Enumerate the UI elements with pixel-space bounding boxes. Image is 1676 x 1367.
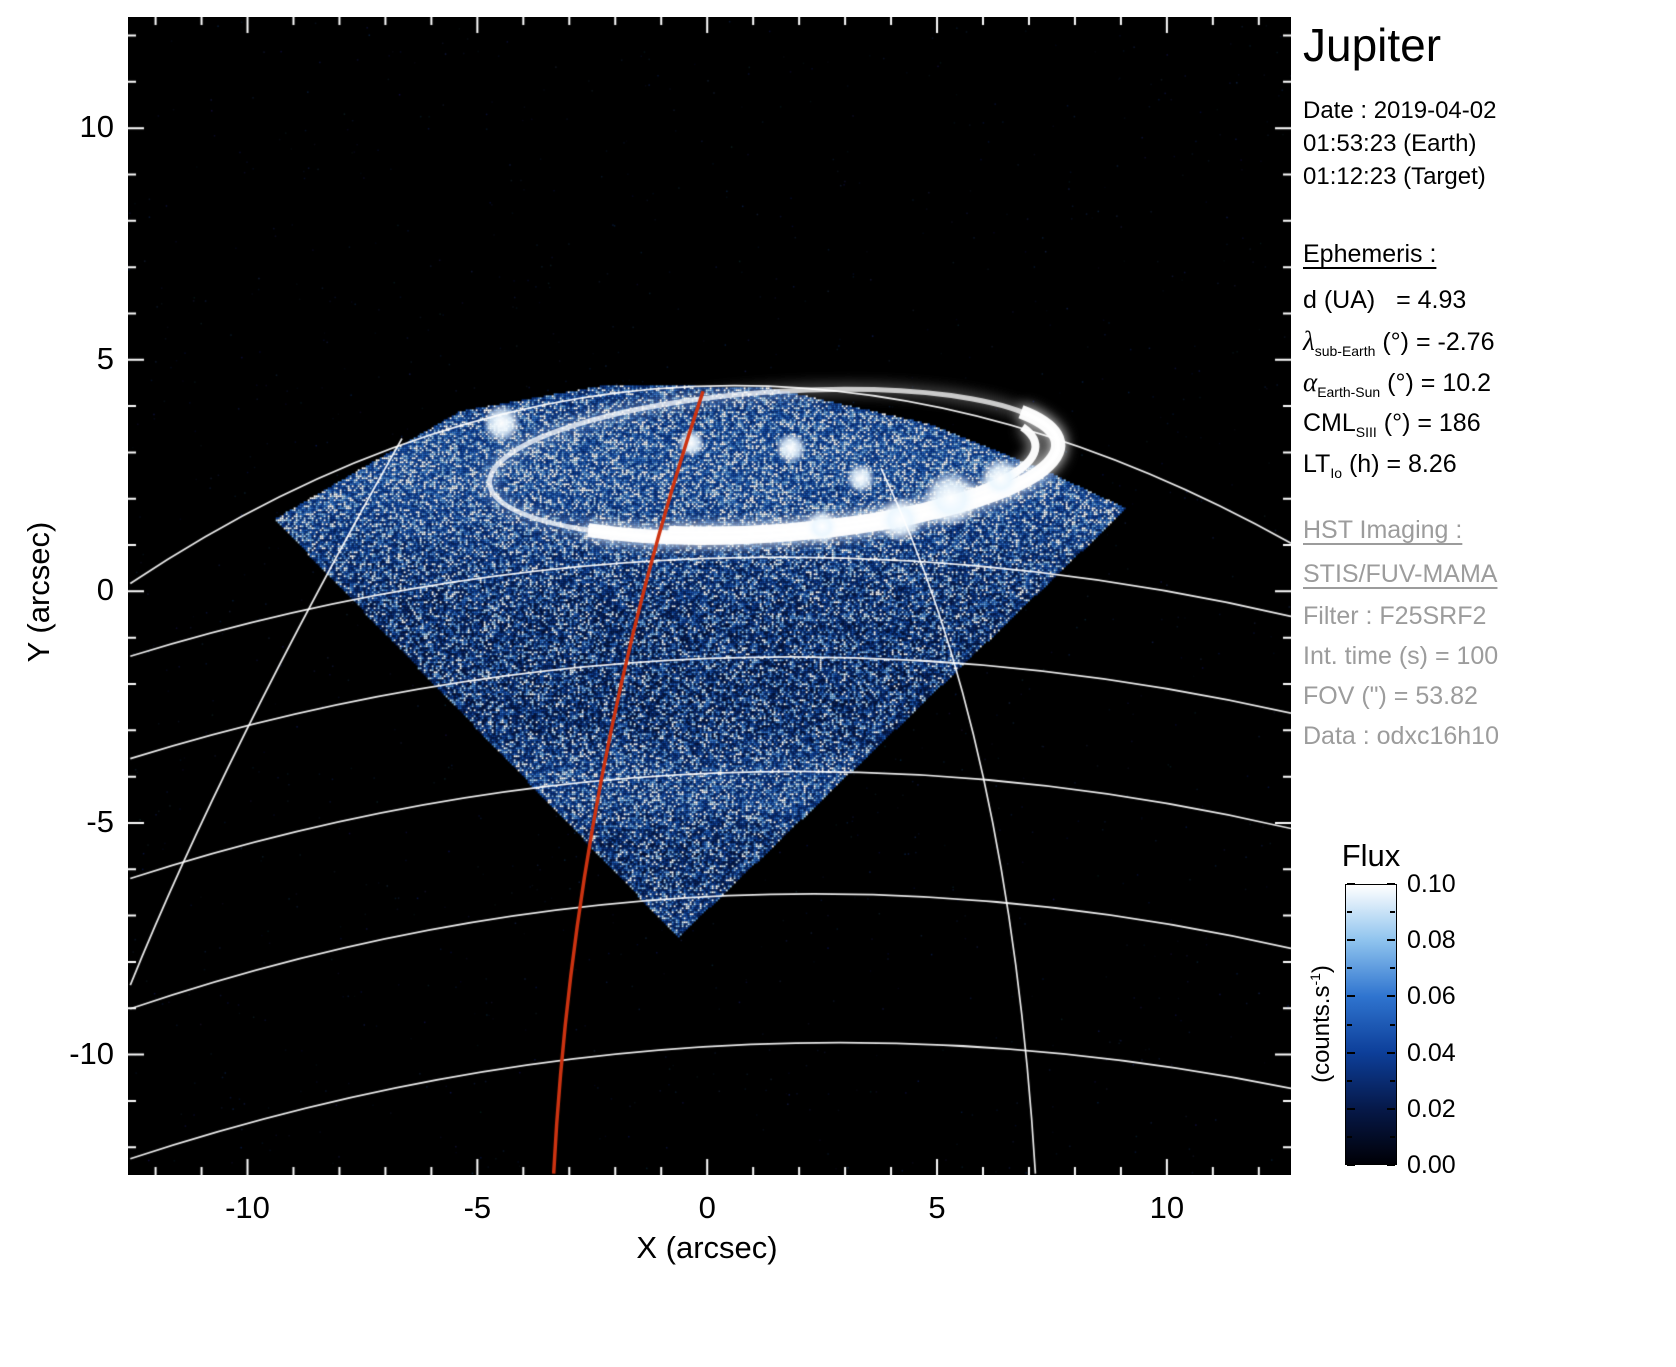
time-earth: 01:53:23 (Earth) <box>1303 127 1675 160</box>
x-tick-label: 10 <box>1127 1190 1207 1226</box>
x-tick-label: 0 <box>667 1190 747 1226</box>
ephemeris-subscript: sub-Earth <box>1315 343 1376 359</box>
plot-area <box>128 17 1291 1175</box>
x-tick-label: 5 <box>897 1190 977 1226</box>
colorbar-title: Flux <box>1311 838 1431 874</box>
colorbar-tick-label: 0.06 <box>1407 982 1456 1011</box>
figure: X (arcsec) Y (arcsec) Jupiter Date : 201… <box>0 0 1676 1367</box>
ephemeris-value: = 4.93 <box>1375 286 1466 314</box>
colorbar-minor-tick-mark <box>1347 1136 1352 1138</box>
colorbar-minor-tick-mark <box>1390 911 1395 913</box>
ephemeris-heading: Ephemeris : <box>1303 240 1675 269</box>
hst-data-id: Data : odxc16h10 <box>1303 716 1675 756</box>
y-tick-label: -5 <box>30 804 114 840</box>
ephemeris-value: (°) = -2.76 <box>1375 328 1494 356</box>
y-tick-label: -10 <box>30 1036 114 1072</box>
ephemeris-row-subearth-lat: λsub-Earth (°) = -2.76 <box>1303 321 1675 362</box>
colorbar-tick-label: 0.08 <box>1407 926 1456 955</box>
plot-canvas <box>128 17 1291 1175</box>
hst-instrument-mode: STIS/FUV-MAMA <box>1303 552 1675 596</box>
colorbar-tick-mark <box>1347 1164 1355 1166</box>
x-tick-label: -5 <box>437 1190 517 1226</box>
colorbar-tick-mark <box>1347 939 1355 941</box>
ephemeris-row-distance: d (UA) = 4.93 <box>1303 280 1675 321</box>
hst-imaging-heading: HST Imaging : <box>1303 508 1675 552</box>
colorbar-minor-tick-mark <box>1390 1080 1395 1082</box>
colorbar-minor-tick-mark <box>1347 1024 1352 1026</box>
ephemeris-row-io-localtime: LTIo (h) = 8.26 <box>1303 444 1675 485</box>
colorbar-unit-label: (counts.s-1) <box>1307 904 1337 1144</box>
colorbar-tick-mark <box>1347 995 1355 997</box>
page-title: Jupiter <box>1303 18 1675 72</box>
time-target: 01:12:23 (Target) <box>1303 160 1675 193</box>
ephemeris-value: (h) = 8.26 <box>1342 450 1457 478</box>
colorbar-tick-label: 0.02 <box>1407 1095 1456 1124</box>
hst-int-time: Int. time (s) = 100 <box>1303 636 1675 676</box>
colorbar-tick-mark <box>1387 995 1395 997</box>
unit-suffix: ) <box>1308 965 1335 973</box>
ephemeris-value: (°) = 10.2 <box>1380 369 1491 397</box>
x-tick-label: -10 <box>208 1190 288 1226</box>
ephemeris-row-phase-angle: αEarth-Sun (°) = 10.2 <box>1303 362 1675 403</box>
hst-filter: Filter : F25SRF2 <box>1303 596 1675 636</box>
date-block: Date : 2019-04-02 01:53:23 (Earth) 01:12… <box>1303 94 1675 193</box>
ephemeris-subscript: SIII <box>1356 424 1377 440</box>
ephemeris-symbol: LT <box>1303 450 1330 478</box>
y-tick-label: 10 <box>30 109 114 145</box>
ephemeris-block: d (UA) = 4.93 λsub-Earth (°) = -2.76 αEa… <box>1303 280 1675 485</box>
ephemeris-symbol: d (UA) <box>1303 286 1375 314</box>
colorbar-tick-mark <box>1347 883 1355 885</box>
colorbar-tick-mark <box>1347 1052 1355 1054</box>
y-tick-label: 5 <box>30 341 114 377</box>
ephemeris-symbol: λ <box>1303 326 1315 356</box>
ephemeris-symbol: α <box>1303 367 1317 397</box>
y-tick-label: 0 <box>30 572 114 608</box>
unit-prefix: (counts.s <box>1308 986 1335 1083</box>
ephemeris-row-cml: CMLSIII (°) = 186 <box>1303 403 1675 444</box>
colorbar-minor-tick-mark <box>1347 967 1352 969</box>
colorbar-tick-mark <box>1347 1108 1355 1110</box>
hst-imaging-block: HST Imaging : STIS/FUV-MAMA Filter : F25… <box>1303 508 1675 756</box>
colorbar-minor-tick-mark <box>1347 911 1352 913</box>
colorbar-tick-mark <box>1387 939 1395 941</box>
unit-exponent: -1 <box>1307 973 1323 985</box>
colorbar-tick-label: 0.04 <box>1407 1039 1456 1068</box>
colorbar-minor-tick-mark <box>1390 967 1395 969</box>
colorbar-tick-mark <box>1387 1052 1395 1054</box>
colorbar-tick-mark <box>1387 883 1395 885</box>
ephemeris-subscript: Earth-Sun <box>1317 384 1380 400</box>
colorbar-minor-tick-mark <box>1347 1080 1352 1082</box>
colorbar-tick-label: 0.10 <box>1407 870 1456 899</box>
hst-fov: FOV (") = 53.82 <box>1303 676 1675 716</box>
colorbar-tick-label: 0.00 <box>1407 1151 1456 1180</box>
ephemeris-subscript: Io <box>1330 465 1342 481</box>
ephemeris-value: (°) = 186 <box>1377 409 1481 437</box>
ephemeris-symbol: CML <box>1303 409 1356 437</box>
colorbar-minor-tick-mark <box>1390 1024 1395 1026</box>
colorbar-tick-mark <box>1387 1108 1395 1110</box>
colorbar-tick-mark <box>1387 1164 1395 1166</box>
x-axis-title: X (arcsec) <box>557 1230 857 1266</box>
colorbar-minor-tick-mark <box>1390 1136 1395 1138</box>
date-line: Date : 2019-04-02 <box>1303 94 1675 127</box>
